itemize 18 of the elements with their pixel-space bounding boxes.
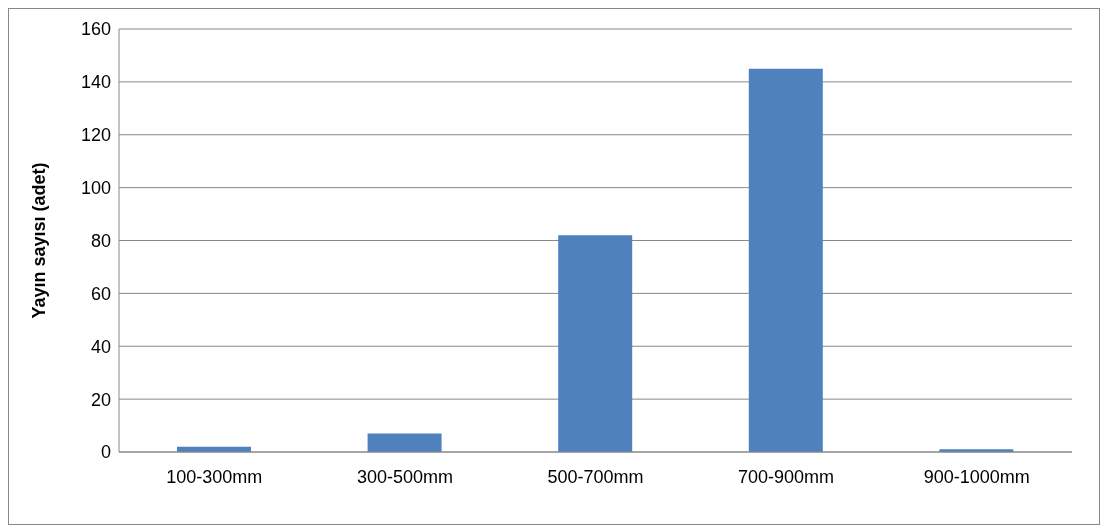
y-tick-label: 100	[80, 178, 111, 199]
bar	[367, 433, 442, 452]
x-tick-label: 900-1000mm	[923, 466, 1030, 487]
y-tick-label: 60	[90, 283, 111, 304]
x-tick-label: 500-700mm	[547, 466, 644, 487]
y-tick-label: 0	[100, 442, 111, 463]
y-tick-label: 120	[80, 125, 111, 146]
x-tick-label: 100-300mm	[166, 466, 263, 487]
y-tick-label: 140	[80, 72, 111, 93]
y-tick-label: 20	[90, 389, 111, 410]
y-tick-label: 80	[90, 230, 111, 251]
y-tick-label: 160	[80, 19, 111, 40]
x-tick-label: 700-900mm	[738, 466, 835, 487]
y-tick-label: 40	[90, 336, 111, 357]
x-tick-label: 300-500mm	[356, 466, 453, 487]
bar	[748, 68, 823, 452]
y-axis-title: Yayın sayısı (adet)	[29, 162, 50, 319]
bar	[558, 235, 633, 452]
